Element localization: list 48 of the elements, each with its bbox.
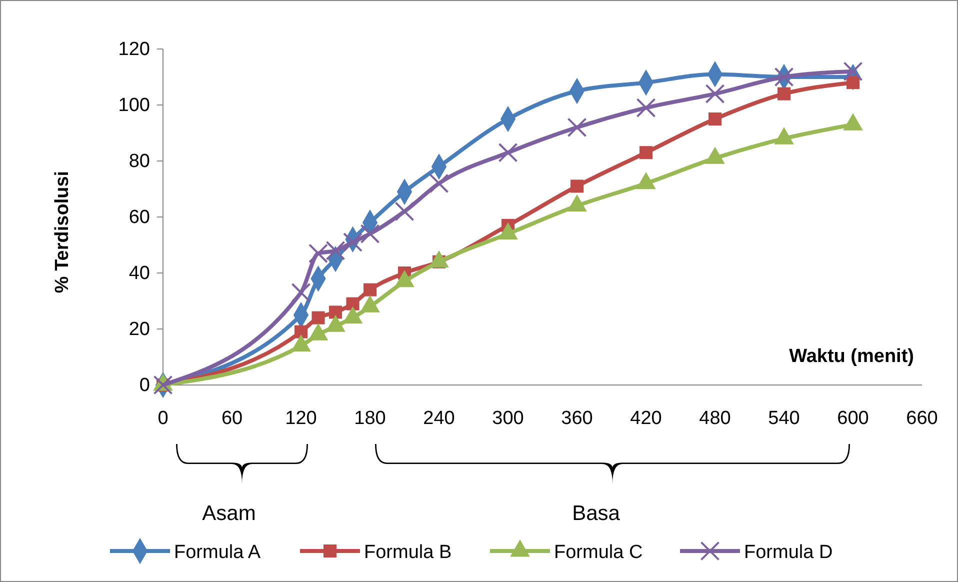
point xyxy=(363,283,377,296)
y-tick-label: 20 xyxy=(128,319,150,340)
x-tick-label: 480 xyxy=(699,408,731,429)
point xyxy=(639,146,653,160)
y-tick-label: 80 xyxy=(128,151,150,172)
point xyxy=(394,202,414,222)
x-axis-title: Waktu (menit) xyxy=(789,346,914,367)
y-tick-label: 0 xyxy=(139,375,150,396)
text: Basa xyxy=(572,502,620,525)
x-tick-label: 660 xyxy=(906,408,938,429)
y-axis-title: % Terdisolusi xyxy=(52,170,73,294)
point xyxy=(346,297,360,310)
x-tick-label: 540 xyxy=(768,408,800,429)
x-tick-label: 360 xyxy=(561,408,593,429)
legend-label: Formula A xyxy=(174,542,261,563)
y-tick-label: 60 xyxy=(128,207,150,228)
x-tick-label: 240 xyxy=(423,408,455,429)
point xyxy=(360,224,380,244)
x-tick-label: 60 xyxy=(221,408,243,429)
point xyxy=(846,76,860,90)
point xyxy=(328,306,342,319)
y-tick-label: 40 xyxy=(128,263,150,284)
point xyxy=(498,142,518,162)
point xyxy=(567,118,587,138)
point xyxy=(294,325,308,338)
y-tick-label: 120 xyxy=(118,39,150,60)
x-tick-label: 420 xyxy=(630,408,662,429)
point xyxy=(777,87,791,100)
point xyxy=(843,62,863,82)
y-tick-label: 100 xyxy=(118,95,150,116)
x-tick-label: 0 xyxy=(158,408,168,429)
point xyxy=(343,232,362,252)
x-tick-label: 300 xyxy=(492,408,524,429)
point xyxy=(291,282,311,302)
point xyxy=(429,174,449,194)
x-tick-label: 180 xyxy=(354,408,386,429)
legend-label: Formula D xyxy=(744,542,833,563)
point xyxy=(570,180,584,193)
point xyxy=(774,67,794,87)
point xyxy=(636,98,656,118)
legend-label: Formula B xyxy=(364,542,452,563)
point xyxy=(708,112,722,126)
x-tick-label: 600 xyxy=(837,408,869,429)
point xyxy=(312,311,325,324)
x-tick-label: 120 xyxy=(285,408,317,429)
legend-label: Formula C xyxy=(554,542,643,563)
text: Asam xyxy=(202,502,256,525)
point xyxy=(705,84,725,104)
